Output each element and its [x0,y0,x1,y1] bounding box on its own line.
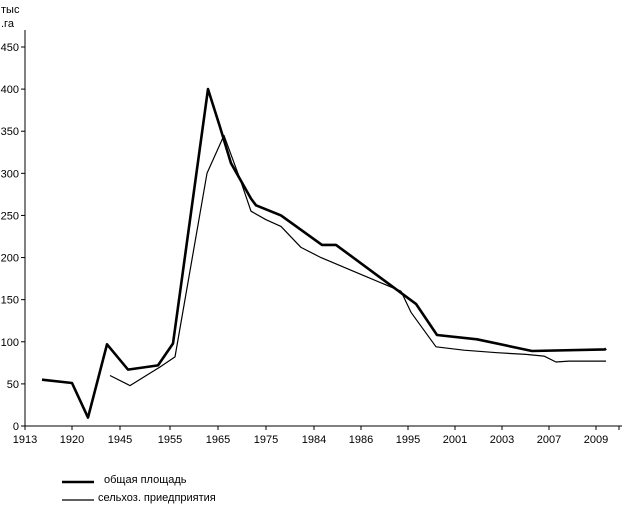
x-tick-label: 1920 [60,434,84,446]
x-tick-label: 1913 [13,434,37,446]
legend-label-total-area: общая площадь [104,474,187,486]
x-tick-label: 1995 [396,434,420,446]
x-tick-label: 1955 [158,434,182,446]
x-tick-label: 1965 [206,434,230,446]
x-tick-label: 1975 [254,434,278,446]
x-tick-label: 1984 [302,434,326,446]
x-tick-label: 1945 [108,434,132,446]
series-line-total-area [41,87,607,419]
x-tick-label: 1986 [349,434,373,446]
x-tick-label: 2001 [443,434,467,446]
y-axis-label-line-2: .га [1,18,15,30]
series-lines [41,87,607,419]
x-tick-label: 2009 [584,434,608,446]
y-tick-label: 150 [1,295,19,307]
series-line-agri-enterprises [109,134,606,387]
legend-label-agri-enterprises: сельхоз. приедприятия [98,492,216,504]
y-tick-label: 400 [1,84,19,96]
x-axis: 1913 1920 1945 1955 1965 1975 1984 1986 1995 2001… [13,425,622,446]
y-tick-label: 300 [1,168,19,180]
y-tick-label: 50 [7,379,19,391]
y-axis: 0 50 100 150 200 250 300 350 400 450 [1,30,26,433]
y-tick-label: 100 [1,337,19,349]
x-tick-label: 2003 [490,434,514,446]
y-tick-label: 450 [1,42,19,54]
x-tick-label: 2007 [537,434,561,446]
y-tick-label: 200 [1,253,19,265]
y-axis-label-line-1: тыс [1,4,20,16]
y-tick-label: 250 [1,210,19,222]
y-tick-label: 0 [13,421,19,433]
y-tick-label: 350 [1,126,19,138]
legend: общая площадь сельхоз. приедприятия [62,474,216,504]
